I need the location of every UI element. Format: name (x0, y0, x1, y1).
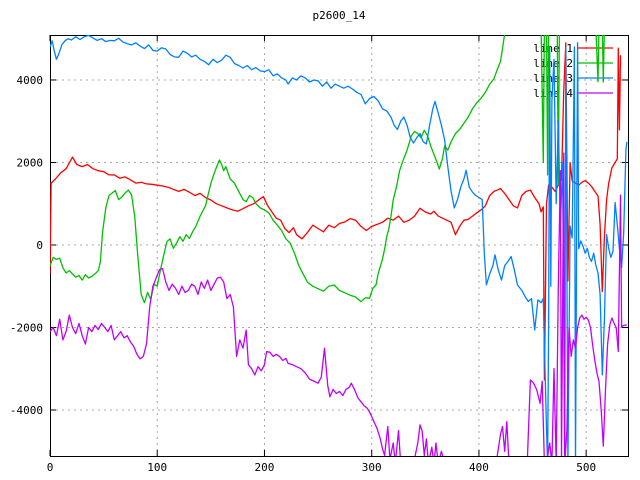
x-tick-label-0: 0 (47, 461, 54, 474)
x-tick-label-300: 300 (362, 461, 382, 474)
legend-label-2: line 2 (533, 57, 573, 70)
y-tick-label-4000: 4000 (17, 74, 44, 87)
legend-label-4: line 4 (533, 87, 573, 100)
series-group (50, 35, 628, 456)
y-tick-label--2000: -2000 (10, 321, 43, 334)
chart-title: p2600_14 (312, 9, 366, 22)
x-tick-label-400: 400 (469, 461, 489, 474)
x-tick-label-500: 500 (576, 461, 596, 474)
y-tick-label-0: 0 (36, 239, 43, 252)
series-line-3 (50, 35, 628, 456)
series-line-2 (50, 35, 605, 304)
series-line-4 (50, 152, 627, 456)
x-tick-label-200: 200 (255, 461, 275, 474)
y-tick-label--4000: -4000 (10, 404, 43, 417)
y-tick-label-2000: 2000 (17, 156, 44, 169)
legend-label-1: line 1 (533, 42, 573, 55)
x-tick-label-100: 100 (147, 461, 167, 474)
